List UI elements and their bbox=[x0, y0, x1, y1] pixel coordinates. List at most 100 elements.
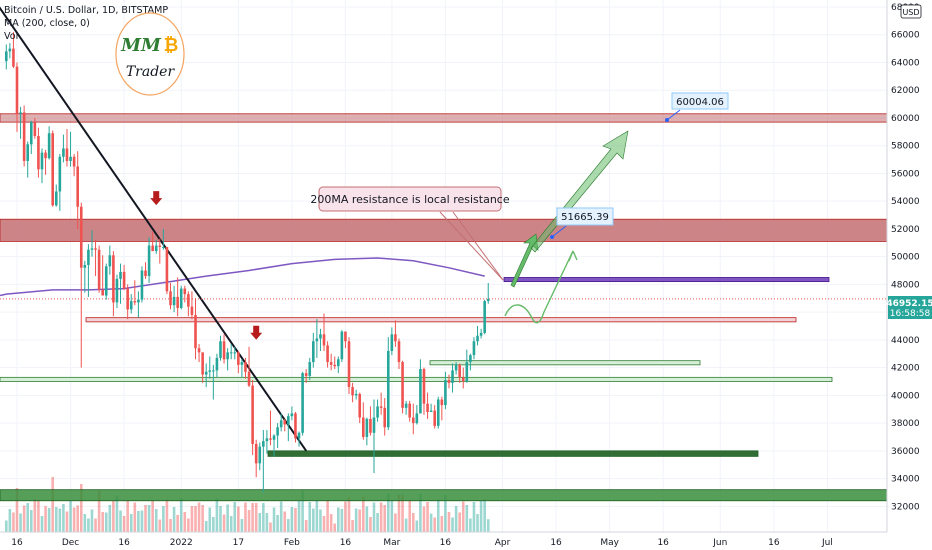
callout-box bbox=[318, 186, 502, 212]
volume-bar bbox=[90, 509, 94, 532]
down-arrow-icon bbox=[250, 325, 263, 340]
callout-annotation[interactable]: 200MA resistance is local resistance bbox=[310, 186, 510, 281]
target-2-pointer bbox=[666, 109, 681, 121]
price-tick-label: 34000 bbox=[891, 475, 920, 485]
target-label-1[interactable]: 51665.39 bbox=[550, 207, 614, 239]
candle-body bbox=[411, 417, 415, 424]
candle-body bbox=[104, 266, 108, 296]
candle-body bbox=[433, 410, 436, 426]
candle-body bbox=[44, 152, 47, 159]
candle-body bbox=[469, 355, 472, 363]
currency-badge[interactable]: USD bbox=[900, 4, 922, 19]
price-tick-label: 32000 bbox=[891, 502, 920, 512]
horizontal-zones bbox=[0, 113, 888, 502]
volume-bar bbox=[419, 494, 422, 532]
candle-body bbox=[190, 306, 194, 315]
candle-body bbox=[297, 432, 301, 439]
volume-bar bbox=[465, 505, 469, 532]
volume-bar bbox=[47, 508, 51, 532]
candle-body bbox=[440, 399, 444, 406]
volume-bar bbox=[237, 506, 240, 532]
volume-bar bbox=[54, 507, 58, 532]
candle-body bbox=[458, 364, 461, 378]
candle-body bbox=[404, 403, 408, 408]
volume-bar bbox=[247, 510, 251, 532]
candle-body bbox=[172, 296, 176, 306]
candle-body bbox=[340, 331, 344, 360]
volume-bar bbox=[486, 519, 490, 532]
candle-body bbox=[347, 341, 351, 388]
target-2-text: 60004.06 bbox=[676, 97, 724, 108]
volume-bar bbox=[304, 520, 308, 532]
candle-body bbox=[115, 278, 119, 303]
candle-body bbox=[201, 352, 204, 375]
volume-bar bbox=[440, 516, 444, 532]
candle-body bbox=[79, 206, 83, 268]
price-tick-label: 64000 bbox=[891, 58, 920, 68]
volume-bar bbox=[340, 509, 344, 532]
volume-bar bbox=[169, 519, 172, 532]
volume-bar bbox=[265, 513, 269, 532]
candle-body bbox=[383, 407, 387, 428]
candle-body bbox=[154, 245, 158, 252]
candle-body bbox=[251, 385, 254, 444]
candle-body bbox=[294, 413, 297, 439]
volume-bar bbox=[358, 509, 362, 532]
candle-body bbox=[47, 133, 51, 159]
price-tick-label: 44000 bbox=[891, 336, 920, 346]
volume-bar bbox=[212, 517, 215, 532]
candle-body bbox=[51, 133, 54, 206]
candle-body bbox=[165, 246, 169, 292]
volume-bar bbox=[72, 507, 76, 532]
logo: MM ₿ Trader bbox=[115, 12, 185, 96]
volume-bar bbox=[294, 508, 297, 532]
candle-body bbox=[226, 352, 229, 360]
volume-bar bbox=[22, 505, 26, 532]
volume-bar bbox=[219, 506, 222, 532]
volume-bar bbox=[283, 511, 287, 532]
volume-bar bbox=[397, 494, 401, 532]
candle-body bbox=[29, 122, 33, 145]
volume-bar bbox=[354, 508, 358, 532]
volume-bar bbox=[469, 518, 472, 532]
volume-bar bbox=[215, 498, 219, 532]
candle-body bbox=[361, 417, 365, 437]
price-axis[interactable]: 3200034000360003800040000420004400046000… bbox=[891, 3, 920, 512]
volume-bar bbox=[79, 484, 83, 532]
legend-symbol: Bitcoin / U.S. Dollar, 1D, BITSTAMP bbox=[4, 5, 168, 16]
countdown-value: 16:58:58 bbox=[890, 309, 931, 319]
price-tick-label: 42000 bbox=[891, 364, 920, 374]
candle-body bbox=[379, 406, 383, 408]
time-tick-label: Apr bbox=[495, 538, 511, 548]
volume-bar bbox=[254, 503, 258, 532]
candle-body bbox=[322, 334, 326, 346]
volume-bar bbox=[326, 500, 329, 532]
volume-bar bbox=[76, 505, 79, 532]
legend-vol: Vol bbox=[4, 31, 18, 42]
price-tick-label: 38000 bbox=[891, 419, 920, 429]
candle-body bbox=[147, 245, 151, 277]
time-axis[interactable]: 16 Dec 16 2022 17 Feb 16 Mar 16 Apr 16 May 16 Jun 16 Ju… bbox=[11, 538, 833, 548]
volume-bar bbox=[233, 502, 237, 532]
candle-body bbox=[26, 144, 30, 161]
target-label-2[interactable]: 60004.06 bbox=[665, 92, 729, 122]
volume-bar bbox=[251, 503, 254, 532]
candle-body bbox=[290, 413, 294, 417]
volume-bar bbox=[479, 501, 483, 532]
volume-bar bbox=[476, 514, 479, 532]
price-tick-label: 66000 bbox=[891, 31, 920, 41]
candle-body bbox=[169, 291, 172, 306]
candle-body bbox=[69, 156, 72, 161]
volume-bar bbox=[176, 515, 179, 532]
volume-bar bbox=[126, 500, 129, 532]
candle-body bbox=[137, 299, 140, 303]
price-tick-label: 60000 bbox=[891, 114, 920, 124]
candle-body bbox=[315, 338, 319, 342]
candle-body bbox=[129, 301, 133, 310]
candle-body bbox=[329, 362, 333, 365]
volume-bar bbox=[369, 517, 372, 532]
candle-body bbox=[37, 135, 40, 170]
candle-body bbox=[254, 443, 258, 464]
candle-body bbox=[144, 270, 147, 277]
